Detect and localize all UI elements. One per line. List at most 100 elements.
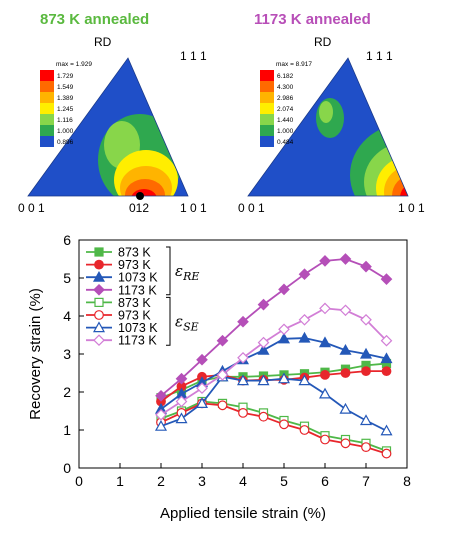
colorbar-1173K: max = 8.917 6.182 4.300 2.986 2.074 1.440 1.0… bbox=[260, 61, 312, 147]
ipf-contour-darkorange bbox=[392, 176, 408, 196]
legend-bracket bbox=[166, 296, 171, 346]
data-point bbox=[277, 372, 291, 384]
data-point bbox=[277, 332, 291, 344]
y-tick-label: 1 bbox=[63, 422, 71, 438]
data-point bbox=[196, 353, 208, 366]
colorbar-max-873K: max = 1.929 bbox=[56, 61, 92, 68]
series-RE-1073K bbox=[154, 331, 393, 414]
data-point bbox=[216, 369, 229, 381]
panel-title-873K: 873 K annealed bbox=[40, 11, 149, 28]
colorbar-swatch bbox=[40, 92, 54, 103]
data-point bbox=[298, 331, 311, 343]
data-point bbox=[257, 343, 270, 355]
axis-ticks: 0 1 2 3 4 5 6 7 8 0 1 2 3 4 5 6 bbox=[63, 232, 411, 489]
data-point bbox=[237, 315, 249, 328]
legend-label: 1173 K bbox=[118, 283, 157, 297]
legend-label: 873 K bbox=[118, 246, 151, 260]
data-point bbox=[257, 298, 270, 311]
panel-corner-111-873K: 1 1 1 bbox=[180, 49, 207, 63]
y-tick-label: 5 bbox=[63, 270, 71, 286]
data-point bbox=[340, 438, 351, 449]
colorbar-value: 1.116 bbox=[57, 117, 73, 124]
series-SE-1173K bbox=[155, 302, 393, 421]
panel-012-label-873K: 012 bbox=[129, 201, 149, 215]
ipf-outline-873K bbox=[27, 57, 189, 197]
legend-label: 1173 K bbox=[118, 334, 157, 348]
legend-marker bbox=[93, 334, 105, 347]
data-point bbox=[196, 382, 208, 395]
panel-corner-001-1173K: 0 0 1 bbox=[238, 201, 265, 215]
data-point bbox=[195, 397, 209, 408]
legend-marker bbox=[92, 321, 106, 333]
colorbar-value: 1.245 bbox=[57, 106, 74, 113]
data-point bbox=[217, 400, 228, 411]
data-point bbox=[318, 387, 332, 399]
data-point bbox=[380, 352, 393, 364]
colorbar-value: 1.549 bbox=[57, 84, 74, 91]
x-tick-label: 7 bbox=[362, 473, 370, 489]
colorbar-swatch bbox=[260, 136, 274, 147]
x-tick-label: 4 bbox=[239, 473, 247, 489]
series-SE-1073K bbox=[154, 370, 393, 436]
data-point bbox=[318, 336, 332, 348]
x-tick-label: 0 bbox=[75, 473, 83, 489]
data-point bbox=[360, 260, 372, 273]
series-SE-973K bbox=[156, 398, 392, 459]
legend-label: 1073 K bbox=[118, 321, 158, 335]
x-tick-label: 6 bbox=[321, 473, 329, 489]
x-tick-label: 2 bbox=[157, 473, 165, 489]
series-RE-1173K bbox=[155, 253, 393, 402]
colorbar-value: 0.896 bbox=[57, 139, 74, 146]
data-point bbox=[361, 366, 371, 377]
y-tick-label: 2 bbox=[63, 384, 71, 400]
data-point bbox=[320, 434, 330, 445]
legend-marker bbox=[94, 259, 104, 270]
colorbar-swatch bbox=[260, 81, 274, 92]
ipf-contour-orange bbox=[384, 166, 408, 196]
data-point bbox=[278, 283, 290, 296]
series-line bbox=[160, 337, 387, 410]
x-tick-label: 3 bbox=[198, 473, 206, 489]
data-point bbox=[298, 374, 311, 386]
colorbar-swatch bbox=[40, 114, 54, 125]
legend-label: 873 K bbox=[118, 296, 151, 310]
panel-corner-101-1173K: 1 0 1 bbox=[398, 201, 425, 215]
y-axis-label: Recovery strain (%) bbox=[27, 288, 44, 420]
data-point bbox=[257, 336, 270, 349]
ipf-panel-873K: 873 K annealed RD 1 1 1 0 0 1 1 0 1 012 … bbox=[18, 11, 207, 215]
colorbar-swatch bbox=[260, 92, 274, 103]
colorbar-swatch bbox=[260, 125, 274, 136]
colorbar-value: 2.074 bbox=[277, 106, 294, 113]
data-point bbox=[298, 268, 311, 281]
colorbar-value: 6.182 bbox=[277, 73, 294, 80]
colorbar-swatch bbox=[40, 125, 54, 136]
data-point bbox=[381, 448, 392, 459]
legend-label: 973 K bbox=[118, 309, 151, 323]
data-point bbox=[319, 302, 331, 315]
data-point bbox=[320, 370, 330, 380]
panel-title-1173K: 1173 K annealed bbox=[254, 11, 371, 28]
data-point bbox=[298, 313, 311, 326]
colorbar-swatch bbox=[40, 81, 54, 92]
data-point bbox=[340, 368, 351, 378]
series-layer bbox=[154, 253, 393, 459]
data-point bbox=[339, 253, 352, 265]
ipf-012-marker bbox=[136, 192, 144, 200]
colorbar-value: 1.000 bbox=[57, 128, 74, 135]
x-tick-label: 1 bbox=[116, 473, 124, 489]
data-point bbox=[299, 425, 310, 435]
legend-marker bbox=[94, 297, 104, 307]
data-point bbox=[359, 414, 373, 426]
data-point bbox=[339, 343, 352, 355]
colorbar-873K: max = 1.929 1.729 1.549 1.389 1.245 1.116 1.0… bbox=[40, 61, 92, 147]
panel-rd-label-873K: RD bbox=[94, 35, 112, 49]
panel-corner-001-873K: 0 0 1 bbox=[18, 201, 45, 215]
panel-corner-111-1173K: 1 1 1 bbox=[366, 49, 393, 63]
data-point bbox=[319, 255, 331, 267]
colorbar-swatch bbox=[260, 103, 274, 114]
colorbar-value: 1.000 bbox=[277, 128, 294, 135]
data-point bbox=[216, 334, 229, 347]
ipf-outline-1173K bbox=[247, 57, 409, 197]
